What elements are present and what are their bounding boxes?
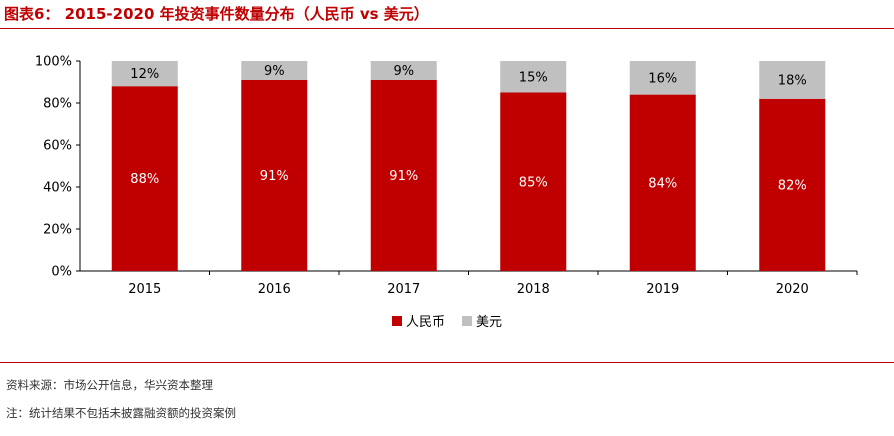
bar-usd (241, 61, 308, 80)
x-tick-label: 2015 (128, 282, 161, 297)
data-label-usd: 9% (264, 64, 285, 79)
y-tick-label: 0% (51, 265, 72, 280)
data-label-usd: 15% (519, 70, 548, 85)
y-tick-label: 60% (43, 139, 72, 154)
chart-axes: 0% 20% 40% 60% 80% 100% 2015 2016 2017 2018 2019 20… (35, 55, 858, 297)
source-note: 资料来源：市场公开信息，华兴资本整理 (6, 378, 213, 392)
bar-usd (759, 61, 826, 99)
data-label-usd: 16% (648, 71, 677, 86)
x-tick-label: 2016 (258, 282, 291, 297)
chart-data-labels: 88% 12% 91% 9% 91% 9% 85% 15% 84% 16% 82% 18% (130, 64, 806, 193)
data-label-rmb: 82% (778, 178, 807, 193)
bar-usd (370, 61, 437, 80)
bar-rmb (629, 94, 696, 271)
data-label-usd: 12% (130, 67, 159, 82)
legend-label-usd: 美元 (476, 315, 502, 330)
y-tick-label: 100% (35, 55, 72, 70)
data-label-rmb: 88% (130, 172, 159, 187)
data-label-rmb: 91% (260, 169, 289, 184)
bar-rmb (370, 79, 437, 272)
data-label-rmb: 91% (389, 169, 418, 184)
x-tick-label: 2019 (646, 282, 679, 297)
data-label-rmb: 85% (519, 175, 548, 190)
data-label-usd: 9% (393, 64, 414, 79)
y-tick-label: 80% (43, 97, 72, 112)
remark-note: 注：统计结果不包括未披露融资额的投资案例 (6, 406, 236, 420)
x-tick-label: 2020 (776, 282, 809, 297)
legend-label-rmb: 人民币 (406, 315, 445, 330)
bar-rmb (759, 98, 826, 271)
y-tick-label: 40% (43, 181, 72, 196)
footer-divider (0, 362, 894, 363)
title-divider (0, 28, 894, 29)
chart-legend: 人民币 美元 (392, 315, 502, 330)
bar-rmb (500, 92, 567, 271)
chart-title: 图表6： 2015-2020 年投资事件数量分布（人民币 vs 美元） (4, 5, 429, 23)
legend-swatch-rmb (392, 316, 402, 326)
data-label-rmb: 84% (648, 176, 677, 191)
stacked-bar-chart: 0% 20% 40% 60% 80% 100% 2015 2016 2017 2018 2019 20… (35, 55, 858, 330)
bar-usd (629, 61, 696, 95)
data-label-usd: 18% (778, 73, 807, 88)
chart-bars (111, 61, 826, 272)
bar-usd (111, 61, 178, 87)
x-tick-label: 2018 (517, 282, 550, 297)
x-tick-label: 2017 (387, 282, 420, 297)
legend-swatch-usd (462, 316, 472, 326)
bar-usd (500, 61, 567, 93)
bar-rmb (111, 86, 178, 271)
y-tick-label: 20% (43, 223, 72, 238)
bar-rmb (241, 79, 308, 272)
